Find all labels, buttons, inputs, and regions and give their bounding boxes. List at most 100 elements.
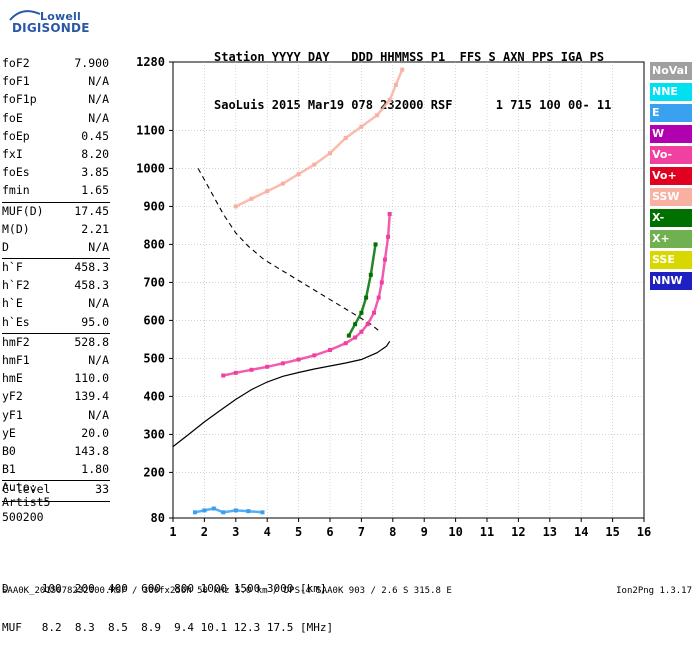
series-trace-e <box>194 507 263 514</box>
legend-item-xplus: X+ <box>650 230 692 248</box>
x-tick-label: 9 <box>421 525 428 539</box>
x-tick-label: 5 <box>295 525 302 539</box>
x-tick-label: 15 <box>605 525 619 539</box>
series-trace-ssw <box>235 69 404 208</box>
param-label: D <box>2 239 9 254</box>
param-row-yf2: yF2 139.4 <box>2 389 112 407</box>
x-tick-label: 7 <box>358 525 365 539</box>
param-separator <box>2 500 110 502</box>
param-label: hmE <box>2 371 23 386</box>
param-label: C-level <box>2 482 51 497</box>
param-value: N/A <box>88 353 109 367</box>
param-row-d: D N/A <box>2 240 112 258</box>
x-tick-label: 2 <box>201 525 208 539</box>
param-label: fxI <box>2 146 23 161</box>
param-row-hmf2: hmF2 528.8 <box>2 335 112 353</box>
param-label: B0 <box>2 443 16 458</box>
ionogram-chart: 1 2 3 4 5 6 7 8 9 10 11 12 13 14 15 1680200300400500600… <box>136 55 651 539</box>
param-value: 2.21 <box>81 221 109 236</box>
param-label: M(D) <box>2 221 30 236</box>
param-row-clevel: C-level 33 <box>2 482 112 500</box>
param-value: N/A <box>88 296 109 311</box>
param-value: 110.0 <box>74 371 109 386</box>
logo-swoosh-icon <box>9 10 41 21</box>
param-row-he: h`E N/A <box>2 296 112 314</box>
distance-row: D 100 200 400 600 800 1000 1500 3000 [km… <box>2 582 327 595</box>
param-row-foe: foE N/A <box>2 111 112 129</box>
legend-item-noval: NoVal <box>650 62 692 80</box>
y-tick-label: 400 <box>143 389 165 403</box>
y-tick-label: 80 <box>151 511 165 525</box>
y-tick-label: 1280 <box>136 55 165 69</box>
param-value: N/A <box>88 110 109 125</box>
polarization-legend: NoVal NNE E W Vo- Vo+ SSW X- X+ SSE NNW <box>650 62 692 293</box>
param-value: 3.85 <box>81 165 109 180</box>
auto-label: Auto: <box>2 480 37 494</box>
param-row-mufd: MUF(D) 17.45 <box>2 204 112 222</box>
param-value: 458.3 <box>74 278 109 293</box>
param-row-fof1: foF1 N/A <box>2 74 112 92</box>
param-label: foF1 <box>2 74 30 89</box>
auto-code: 500200 <box>2 510 44 524</box>
y-tick-label: 800 <box>143 237 165 251</box>
param-row-b1: B1 1.80 <box>2 462 112 480</box>
param-value: 95.0 <box>81 314 109 329</box>
x-tick-label: 11 <box>480 525 494 539</box>
param-value: 33 <box>95 482 109 497</box>
param-label: foF2 <box>2 56 30 70</box>
param-label: h`E <box>2 296 23 311</box>
y-tick-label: 300 <box>143 427 165 441</box>
param-label: h`Es <box>2 314 30 329</box>
legend-item-ssw: SSW <box>650 188 692 206</box>
auto-program: Artist5 <box>2 495 51 509</box>
data-point-x <box>373 242 378 247</box>
x-tick-label: 16 <box>637 525 651 539</box>
param-label: yF1 <box>2 407 23 422</box>
param-row-yf1: yF1 N/A <box>2 408 112 426</box>
param-label: fmin <box>2 183 30 198</box>
param-label: foEp <box>2 128 30 143</box>
x-tick-label: 4 <box>264 525 271 539</box>
param-value: N/A <box>88 239 109 254</box>
param-value: 528.8 <box>74 334 109 349</box>
data-point-e <box>192 510 197 515</box>
profile-solid-curve <box>172 340 391 448</box>
param-value: 458.3 <box>74 260 109 275</box>
param-value: 139.4 <box>74 389 109 404</box>
param-row-fof1p: foF1p N/A <box>2 92 112 110</box>
data-point-ssw <box>400 67 405 72</box>
x-tick-label: 6 <box>326 525 333 539</box>
param-row-fmin: fmin 1.65 <box>2 183 112 201</box>
x-tick-label: 14 <box>574 525 588 539</box>
param-value: 1.80 <box>81 462 109 477</box>
x-tick-label: 1 <box>169 525 176 539</box>
x-tick-label: 3 <box>232 525 239 539</box>
param-label: MUF(D) <box>2 203 44 218</box>
legend-item-w: W <box>650 125 692 143</box>
x-tick-label: 12 <box>511 525 525 539</box>
param-row-foes: foEs 3.85 <box>2 165 112 183</box>
param-row-fxi: fxI 8.20 <box>2 147 112 165</box>
param-value: N/A <box>88 407 109 422</box>
file-info-footer: SAA0K_2015078232000.RSF / 300fx256h 50 k… <box>2 586 452 596</box>
series-trace-vo <box>222 213 391 377</box>
param-value: N/A <box>88 92 109 107</box>
param-label: hmF1 <box>2 353 30 367</box>
param-row-hf: h`F 458.3 <box>2 260 112 278</box>
x-tick-label: 13 <box>543 525 557 539</box>
muf-row: MUF 8.2 8.3 8.5 8.9 9.4 10.1 12.3 17.5 [… <box>2 621 334 634</box>
legend-item-e: E <box>650 104 692 122</box>
param-separator <box>2 201 110 203</box>
y-tick-label: 200 <box>143 465 165 479</box>
param-value: 0.45 <box>81 128 109 143</box>
auto-scaling-info: Auto: Artist5 500200 <box>2 480 50 525</box>
logo-text-lowell: Lowell <box>40 10 81 23</box>
param-row-hme: hmE 110.0 <box>2 371 112 389</box>
y-tick-label: 700 <box>143 275 165 289</box>
y-tick-label: 1000 <box>136 161 165 175</box>
legend-item-vominus: Vo- <box>650 146 692 164</box>
header-line-1: Station YYYY DAY DDD HHMMSS P1 FFS S AXN… <box>214 50 605 64</box>
digisonde-logo: Lowell DIGISONDE <box>6 6 126 40</box>
param-label: foEs <box>2 165 30 180</box>
param-row-foep: foEp 0.45 <box>2 129 112 147</box>
